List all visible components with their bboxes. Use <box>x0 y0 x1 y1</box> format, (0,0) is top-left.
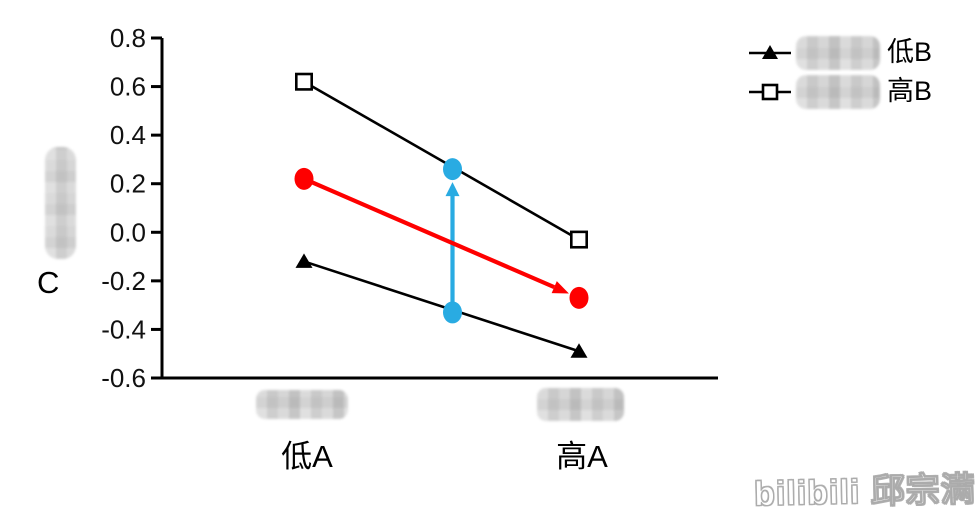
x-tick-label-low-a: 低A <box>281 439 333 474</box>
y-tick-label: 0.6 <box>110 72 146 102</box>
legend-marker-open-square-icon <box>749 83 791 100</box>
y-tick-label: -0.6 <box>101 363 146 393</box>
y-tick-label: -0.2 <box>101 266 146 296</box>
legend: 低B 高B <box>747 34 932 110</box>
censored-legend-text-2 <box>796 74 880 109</box>
censored-x-annotation-left <box>256 390 348 419</box>
series-low-b-line <box>303 260 580 353</box>
x-tick-label-high-a: 高A <box>556 439 608 474</box>
y-axis-label-visible-char: C <box>37 265 60 300</box>
series-high-b-marker-right <box>569 230 588 249</box>
y-tick-label: 0.2 <box>110 169 146 199</box>
series-low-b-marker-left <box>295 253 313 268</box>
legend-label-low-b: 低B <box>887 37 933 67</box>
y-tick-label: 0.8 <box>110 23 146 53</box>
y-tick-label: 0.4 <box>110 120 146 150</box>
annotation-arrow-top-dot <box>443 158 462 181</box>
censored-y-axis-label <box>45 147 76 259</box>
censored-x-annotation-right <box>537 388 624 421</box>
series-low-b-marker-right <box>570 343 588 358</box>
annotation-arrow-head <box>445 182 460 197</box>
series-red-marker-right <box>569 286 589 309</box>
legend-label-high-b: 高B <box>887 76 933 106</box>
watermark: bilibili 邱宗满 <box>754 470 977 514</box>
y-tick-label: -0.4 <box>101 314 146 344</box>
legend-item-low-b: 低B <box>747 34 932 71</box>
series-high-b-line <box>303 80 580 241</box>
series-red-line <box>303 176 556 290</box>
annotation-arrow-bottom-dot <box>443 301 462 324</box>
series-red-arrow-head <box>551 281 569 294</box>
legend-marker-filled-triangle-icon <box>749 44 791 59</box>
series-high-b-marker-left <box>294 72 313 91</box>
y-tick-label: 0.0 <box>110 217 146 247</box>
series-red-marker-left <box>294 167 314 190</box>
censored-legend-text-1 <box>796 35 880 70</box>
legend-item-high-b: 高B <box>747 73 932 110</box>
